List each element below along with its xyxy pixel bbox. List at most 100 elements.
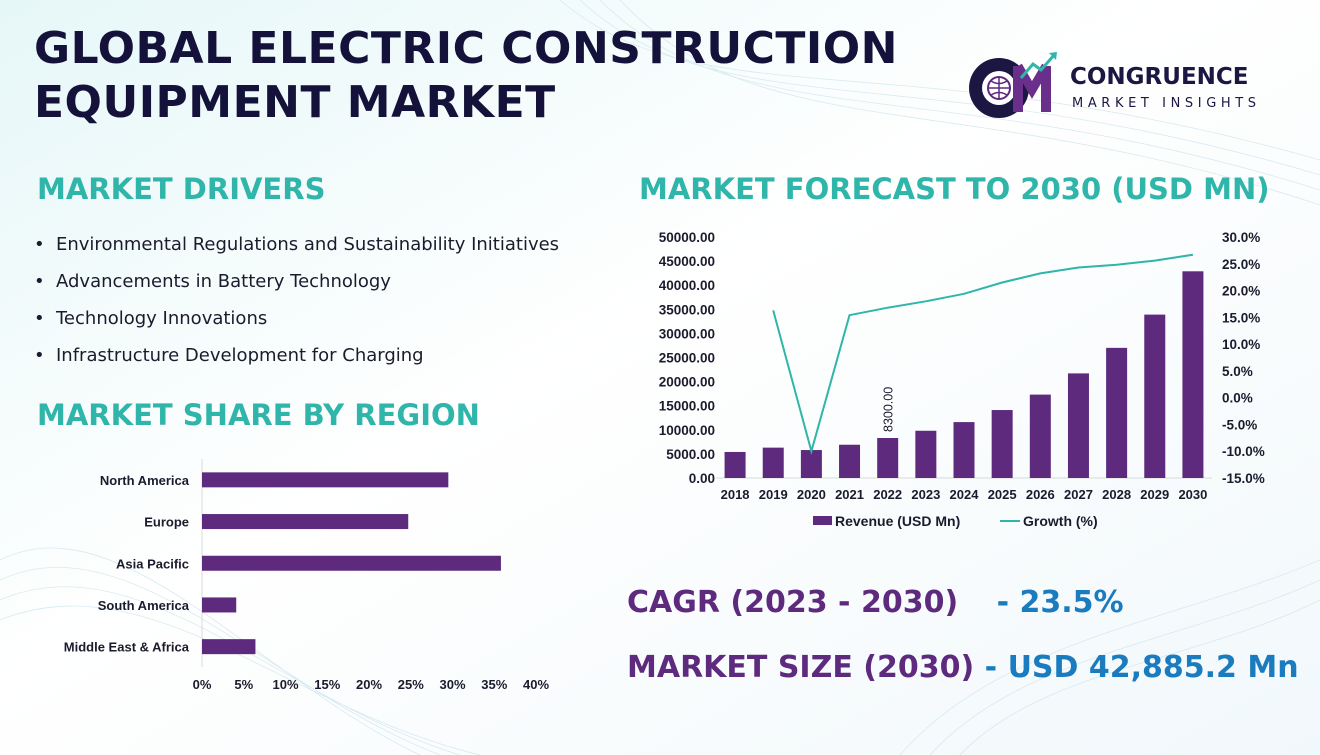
x-tick-label: 10% — [272, 677, 298, 692]
x-tick-label: 2020 — [797, 487, 826, 502]
y-right-tick-label: 15.0% — [1222, 310, 1260, 325]
category-label: Europe — [144, 515, 189, 530]
driver-text: Advancements in Battery Technology — [56, 271, 391, 292]
y-left-tick-label: 50000.00 — [659, 230, 715, 245]
y-left-tick-label: 30000.00 — [659, 326, 715, 341]
x-tick-label: 2027 — [1064, 487, 1093, 502]
legend-label-revenue: Revenue (USD Mn) — [835, 513, 960, 529]
x-tick-label: 2023 — [911, 487, 940, 502]
legend-swatch-revenue — [813, 516, 832, 525]
driver-text: Technology Innovations — [56, 308, 268, 329]
y-right-tick-label: 20.0% — [1222, 284, 1260, 299]
logo-name: CONGRUENCE — [1070, 64, 1249, 90]
bar — [202, 472, 449, 488]
revenue-bar — [1067, 373, 1089, 478]
y-right-tick-label: -15.0% — [1222, 471, 1265, 486]
revenue-bar — [1144, 314, 1166, 478]
x-tick-label: 2026 — [1026, 487, 1055, 502]
list-item: • Technology Innovations — [34, 308, 268, 329]
market-share-heading: MARKET SHARE BY REGION — [37, 398, 480, 432]
region-share-chart: North America Europe Asia Pacific South Ame… — [64, 459, 549, 692]
y-left-tick-label: 5000.00 — [666, 447, 715, 462]
market-size-dash: - — [984, 650, 998, 685]
legend-label-growth: Growth (%) — [1023, 513, 1098, 529]
bar — [202, 514, 409, 530]
market-size-value: USD 42,885.2 Mn — [1007, 650, 1299, 685]
company-logo: CONGRUENCE MARKET INSIGHTS — [963, 50, 1293, 122]
title-line-1: GLOBAL ELECTRIC CONSTRUCTION — [34, 23, 898, 74]
category-label: Asia Pacific — [116, 556, 189, 571]
revenue-bar — [724, 451, 746, 478]
market-size-label: MARKET SIZE (2030) — [627, 650, 975, 685]
x-tick-label: 2022 — [873, 487, 902, 502]
y-left-tick-label: 20000.00 — [659, 375, 715, 390]
market-size-stat: MARKET SIZE (2030) - USD 42,885.2 Mn — [627, 650, 1299, 685]
driver-text: Infrastructure Development for Charging — [56, 345, 424, 366]
revenue-bar — [953, 422, 975, 478]
revenue-bar — [1106, 347, 1128, 478]
category-label: North America — [100, 473, 190, 488]
logo-tagline: MARKET INSIGHTS — [1072, 96, 1261, 111]
category-label: South America — [98, 598, 190, 613]
y-right-tick-label: 25.0% — [1222, 257, 1260, 272]
y-right-tick-label: -5.0% — [1222, 417, 1257, 432]
x-tick-label: 40% — [523, 677, 549, 692]
y-left-tick-label: 15000.00 — [659, 399, 715, 414]
x-tick-label: 2018 — [721, 487, 750, 502]
y-left-tick-label: 40000.00 — [659, 278, 715, 293]
revenue-bar — [762, 447, 784, 478]
x-tick-label: 2024 — [950, 487, 980, 502]
y-left-tick-label: 25000.00 — [659, 351, 715, 366]
page-title: GLOBAL ELECTRIC CONSTRUCTION EQUIPMENT M… — [34, 22, 934, 130]
y-left-tick-label: 0.00 — [689, 471, 715, 486]
bar — [202, 555, 501, 571]
x-tick-label: 2021 — [835, 487, 864, 502]
growth-line — [772, 253, 1194, 455]
revenue-bar — [1182, 271, 1204, 478]
x-tick-label: 5% — [234, 677, 253, 692]
list-item: • Environmental Regulations and Sustainab… — [34, 234, 560, 255]
x-tick-label: 0% — [193, 677, 212, 692]
revenue-bar — [1029, 394, 1051, 478]
revenue-bar — [991, 410, 1013, 478]
x-tick-label: 2019 — [759, 487, 788, 502]
x-tick-label: 20% — [356, 677, 382, 692]
x-tick-label: 2030 — [1178, 487, 1207, 502]
market-drivers-list: • Environmental Regulations and Sustainab… — [34, 230, 559, 378]
category-label: Middle East & Africa — [64, 640, 190, 655]
y-right-tick-label: -10.0% — [1222, 444, 1265, 459]
market-forecast-chart: 0.00 5000.00 10000.00 15000.00 20000.00 25000… — [659, 230, 1265, 529]
x-tick-label: 25% — [398, 677, 424, 692]
x-tick-label: 2028 — [1102, 487, 1131, 502]
market-forecast-heading: MARKET FORECAST TO 2030 (USD MN) — [639, 172, 1270, 206]
cagr-value: - 23.5% — [996, 585, 1124, 620]
bar — [202, 639, 256, 655]
x-tick-label: 2025 — [988, 487, 1017, 502]
cagr-stat: CAGR (2023 - 2030) - 23.5% — [627, 585, 1124, 620]
x-tick-label: 2029 — [1140, 487, 1169, 502]
y-left-tick-label: 45000.00 — [659, 254, 715, 269]
list-item: • Advancements in Battery Technology — [34, 271, 391, 292]
revenue-bar — [877, 437, 899, 478]
y-left-tick-label: 10000.00 — [659, 423, 715, 438]
y-right-tick-label: 0.0% — [1222, 391, 1253, 406]
y-right-tick-label: 10.0% — [1222, 337, 1260, 352]
bar — [202, 597, 237, 613]
revenue-bar — [915, 430, 937, 478]
revenue-bar — [839, 444, 861, 478]
cagr-label: CAGR (2023 - 2030) — [627, 585, 959, 620]
data-label: 8300.00 — [882, 387, 896, 432]
driver-text: Environmental Regulations and Sustainabi… — [56, 234, 560, 255]
y-left-tick-label: 35000.00 — [659, 302, 715, 317]
market-drivers-heading: MARKET DRIVERS — [37, 172, 326, 206]
x-tick-label: 30% — [439, 677, 465, 692]
y-right-tick-label: 30.0% — [1222, 230, 1260, 245]
title-line-2: EQUIPMENT MARKET — [34, 77, 556, 128]
logo-mark-icon — [969, 52, 1057, 118]
x-tick-label: 15% — [314, 677, 340, 692]
x-tick-label: 35% — [481, 677, 507, 692]
revenue-bar — [800, 450, 822, 478]
list-item: • Infrastructure Development for Charging — [34, 345, 424, 366]
y-right-tick-label: 5.0% — [1222, 364, 1253, 379]
